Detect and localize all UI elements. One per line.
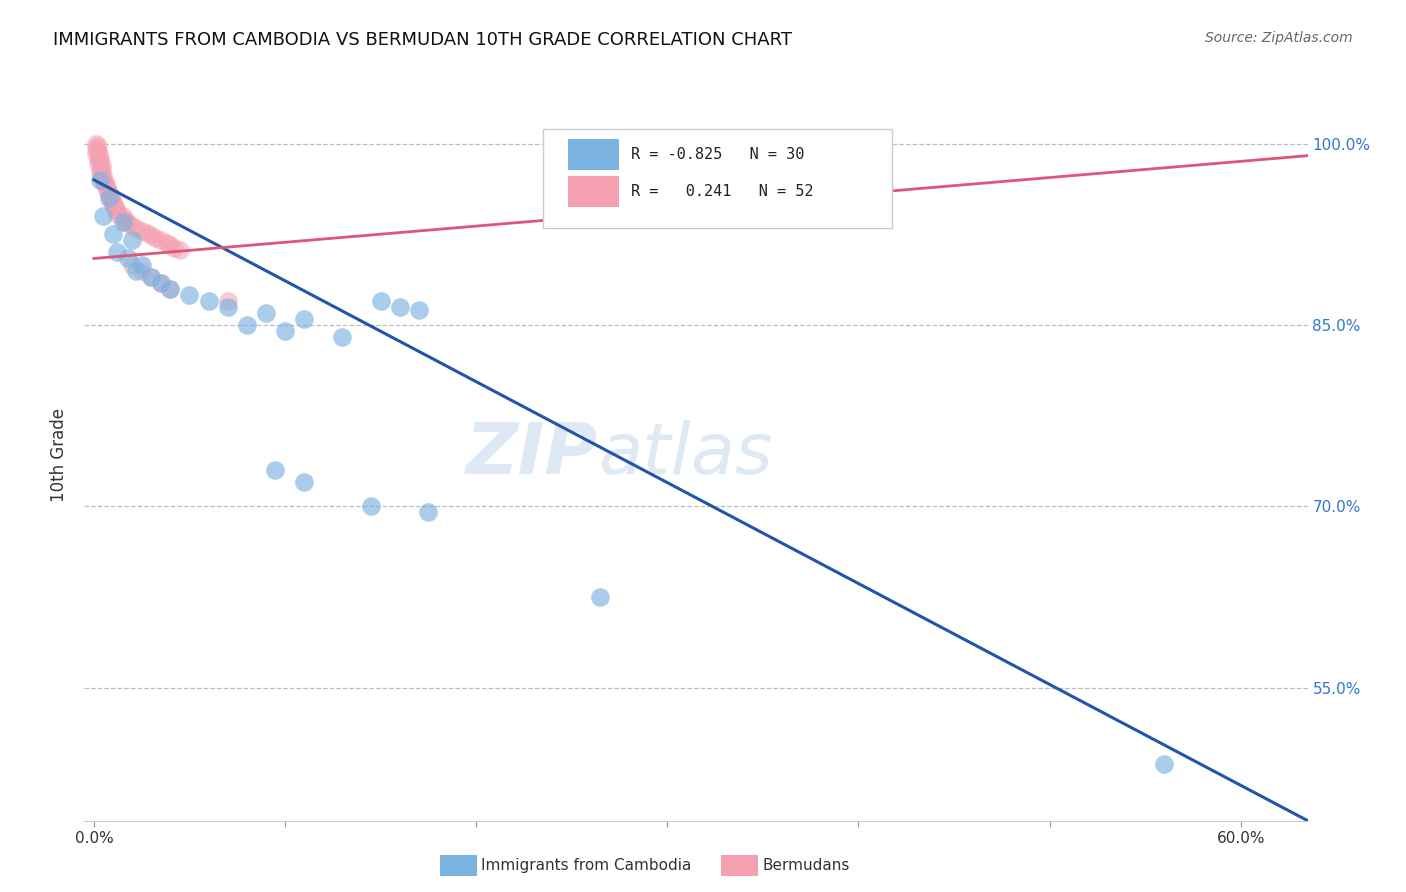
Point bbox=[100, 190, 122, 204]
Point bbox=[117, 216, 139, 230]
Point bbox=[90, 170, 112, 185]
Text: Bermudans: Bermudans bbox=[762, 858, 849, 872]
Text: ZIP: ZIP bbox=[465, 420, 598, 490]
Point bbox=[87, 144, 110, 158]
Point bbox=[89, 173, 111, 187]
Point bbox=[1153, 756, 1175, 771]
Point bbox=[589, 590, 612, 604]
Point bbox=[90, 158, 112, 172]
FancyBboxPatch shape bbox=[543, 129, 891, 228]
Point bbox=[141, 228, 163, 243]
Point bbox=[125, 221, 148, 235]
Point bbox=[84, 141, 107, 155]
Text: R =   0.241   N = 52: R = 0.241 N = 52 bbox=[631, 185, 814, 199]
Point bbox=[254, 306, 277, 320]
Point bbox=[121, 258, 143, 272]
Point bbox=[117, 252, 139, 266]
Y-axis label: 10th Grade: 10th Grade bbox=[51, 408, 69, 502]
Point bbox=[131, 263, 153, 277]
Point bbox=[100, 192, 122, 206]
FancyBboxPatch shape bbox=[568, 139, 619, 170]
Point bbox=[332, 330, 354, 344]
Point bbox=[141, 269, 163, 284]
Point bbox=[236, 318, 259, 332]
Point bbox=[121, 219, 143, 233]
Point bbox=[93, 168, 115, 182]
Point bbox=[104, 202, 127, 216]
Point bbox=[197, 293, 219, 308]
Point bbox=[105, 204, 128, 219]
Point bbox=[292, 475, 315, 489]
Point bbox=[94, 175, 117, 189]
Point bbox=[101, 197, 124, 211]
Text: R = -0.825   N = 30: R = -0.825 N = 30 bbox=[631, 147, 804, 162]
Point bbox=[179, 287, 201, 301]
Point bbox=[84, 146, 107, 161]
Point bbox=[159, 238, 181, 252]
Point bbox=[90, 163, 112, 178]
Point bbox=[155, 235, 177, 250]
Point bbox=[105, 245, 128, 260]
Point bbox=[163, 241, 186, 255]
Point bbox=[136, 226, 159, 240]
Point bbox=[111, 209, 134, 223]
Point bbox=[149, 276, 172, 290]
Point bbox=[98, 191, 121, 205]
Point bbox=[111, 215, 134, 229]
Point bbox=[115, 214, 138, 228]
Point bbox=[101, 227, 124, 242]
Point bbox=[149, 276, 172, 290]
Point bbox=[131, 224, 153, 238]
Point bbox=[131, 258, 153, 272]
Point bbox=[169, 243, 191, 257]
Point bbox=[121, 233, 143, 247]
Point bbox=[96, 182, 118, 196]
Point bbox=[96, 180, 118, 194]
Point bbox=[408, 303, 430, 318]
Point bbox=[93, 209, 115, 223]
Point bbox=[141, 269, 163, 284]
Point bbox=[89, 149, 111, 163]
Point bbox=[370, 293, 392, 308]
Point bbox=[143, 231, 166, 245]
FancyBboxPatch shape bbox=[568, 177, 619, 207]
Point bbox=[89, 153, 111, 168]
Point bbox=[159, 282, 181, 296]
Point bbox=[418, 505, 440, 519]
Point bbox=[89, 166, 111, 180]
Point bbox=[125, 263, 148, 277]
Point bbox=[84, 136, 107, 151]
Point bbox=[87, 151, 110, 165]
Text: IMMIGRANTS FROM CAMBODIA VS BERMUDAN 10TH GRADE CORRELATION CHART: IMMIGRANTS FROM CAMBODIA VS BERMUDAN 10T… bbox=[53, 31, 793, 49]
Text: Source: ZipAtlas.com: Source: ZipAtlas.com bbox=[1205, 31, 1353, 45]
Point bbox=[98, 187, 121, 202]
Point bbox=[87, 139, 110, 153]
Point bbox=[89, 161, 111, 175]
Point bbox=[104, 199, 127, 213]
Text: atlas: atlas bbox=[598, 420, 773, 490]
Point bbox=[292, 312, 315, 326]
Point bbox=[217, 300, 239, 314]
Point bbox=[98, 185, 121, 199]
Text: Immigrants from Cambodia: Immigrants from Cambodia bbox=[481, 858, 692, 872]
Point bbox=[149, 233, 172, 247]
Point bbox=[105, 207, 128, 221]
Point bbox=[217, 293, 239, 308]
Point bbox=[87, 156, 110, 170]
Point bbox=[388, 300, 411, 314]
Point bbox=[360, 500, 382, 514]
Point bbox=[93, 173, 115, 187]
Point bbox=[94, 178, 117, 192]
Point bbox=[599, 136, 621, 151]
Point bbox=[264, 463, 287, 477]
Point bbox=[274, 324, 297, 338]
Point bbox=[159, 282, 181, 296]
Point bbox=[101, 194, 124, 209]
Point bbox=[114, 211, 136, 226]
